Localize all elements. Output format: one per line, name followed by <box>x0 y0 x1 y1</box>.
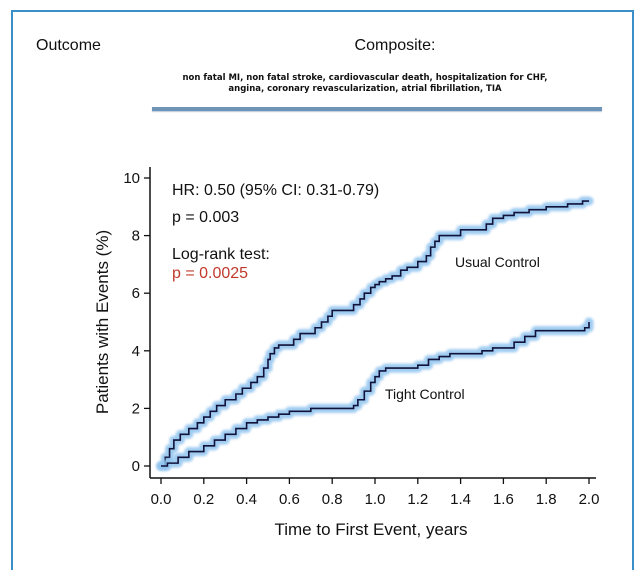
outcome-label: Outcome <box>36 37 101 54</box>
p-value-annotation: p = 0.003 <box>172 209 240 226</box>
logrank-label: Log-rank test: <box>172 246 270 263</box>
logrank-p-value: p = 0.0025 <box>172 265 249 282</box>
series-label-usual-control: Usual Control <box>455 254 540 270</box>
x-tick-label: 1.8 <box>536 491 557 508</box>
y-tick-label: 10 <box>123 170 140 187</box>
x-tick-label: 0.2 <box>193 491 214 508</box>
composite-detail-line1: non fatal MI, non fatal stroke, cardiova… <box>182 73 548 83</box>
header-rule <box>152 107 602 111</box>
x-tick-label: 0.0 <box>151 491 172 508</box>
y-tick-label: 4 <box>132 343 140 360</box>
y-axis-label: Patients with Events (%) <box>93 230 112 414</box>
x-tick-label: 0.4 <box>236 491 257 508</box>
x-tick-label: 2.0 <box>579 491 600 508</box>
composite-label: Composite: <box>354 37 436 54</box>
x-tick-label: 1.6 <box>493 491 514 508</box>
chart-curves: Usual Control Tight Control <box>156 196 594 471</box>
x-tick-label: 0.8 <box>322 491 343 508</box>
x-tick-label: 1.0 <box>365 491 386 508</box>
y-tick-label: 0 <box>132 458 140 475</box>
y-tick-label: 8 <box>132 228 140 245</box>
x-tick-label: 1.4 <box>450 491 471 508</box>
y-tick-label: 6 <box>132 285 140 302</box>
x-axis-label: Time to First Event, years <box>274 520 467 539</box>
composite-detail: non fatal MI, non fatal stroke, cardiova… <box>130 73 600 95</box>
y-tick-label: 2 <box>132 400 140 417</box>
composite-detail-line2: angina, coronary revascularization, atri… <box>228 84 502 94</box>
chart-axes: 0.0 0.2 0.4 0.6 0.8 1.0 1.2 1.4 1.6 1.8 2.0 0 2 4 6 8 10 <box>123 167 599 508</box>
x-tick-label: 0.6 <box>279 491 300 508</box>
figure-frame <box>11 10 634 570</box>
series-line-usual-control <box>161 200 589 467</box>
hr-annotation: HR: 0.50 (95% CI: 0.31-0.79) <box>172 182 380 199</box>
x-tick-label: 1.2 <box>407 491 428 508</box>
series-label-tight-control: Tight Control <box>385 386 465 402</box>
series-glow-tight-control <box>156 317 594 471</box>
series-line-tight-control <box>161 322 590 467</box>
